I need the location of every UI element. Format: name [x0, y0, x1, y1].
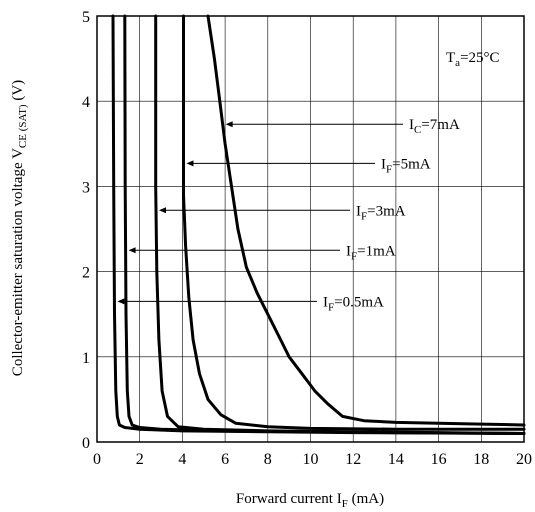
x-tick-label: 16 [431, 451, 447, 468]
condition-label: Ta=25°C [446, 50, 500, 69]
x-tick-label: 8 [264, 451, 272, 468]
x-axis-ticks: 0 2 4 6 8 10 12 14 16 18 20 [93, 451, 532, 468]
data-curves [111, 14, 526, 435]
x-tick-label: 6 [221, 451, 229, 468]
x-tick-label: 18 [473, 451, 489, 468]
plot-frame [96, 15, 525, 443]
x-tick-label: 12 [345, 451, 361, 468]
series-label: IC=7mA [409, 117, 460, 136]
x-tick-label: 20 [516, 451, 532, 468]
y-axis-title: Collector-emitter saturation voltage VCE… [10, 80, 29, 376]
series-curve [111, 14, 526, 435]
x-tick-label: 0 [93, 451, 101, 468]
y-tick-label: 5 [82, 9, 90, 26]
series-annotations: IF=0.5mA IF=1mA IF=3mA IF=5mA IC=7mA [117, 117, 460, 313]
series-curve [154, 14, 526, 435]
annotation-arrowhead [186, 160, 194, 167]
y-axis-ticks: 0 1 2 3 4 5 [82, 9, 90, 452]
annotation-arrowhead [225, 121, 233, 128]
y-tick-label: 1 [82, 350, 90, 367]
annotation-arrowhead [128, 247, 136, 254]
series-label: IF=5mA [381, 156, 431, 175]
series-curve [206, 14, 526, 427]
annotation-arrowhead [159, 207, 167, 214]
x-tick-label: 10 [303, 451, 319, 468]
x-tick-label: 4 [178, 451, 186, 468]
annotation-arrowhead [117, 298, 125, 305]
y-tick-label: 2 [82, 265, 90, 282]
y-tick-label: 3 [82, 179, 90, 196]
series-label: IF=1mA [346, 243, 396, 262]
x-tick-label: 2 [136, 451, 144, 468]
series-curve [182, 14, 526, 431]
x-axis-title: Forward current IF (mA) [236, 491, 384, 510]
y-tick-label: 0 [82, 435, 90, 452]
x-tick-label: 14 [388, 451, 404, 468]
y-tick-label: 4 [82, 94, 90, 111]
series-label: IF=0.5mA [323, 294, 384, 313]
series-label: IF=3mA [356, 203, 406, 222]
